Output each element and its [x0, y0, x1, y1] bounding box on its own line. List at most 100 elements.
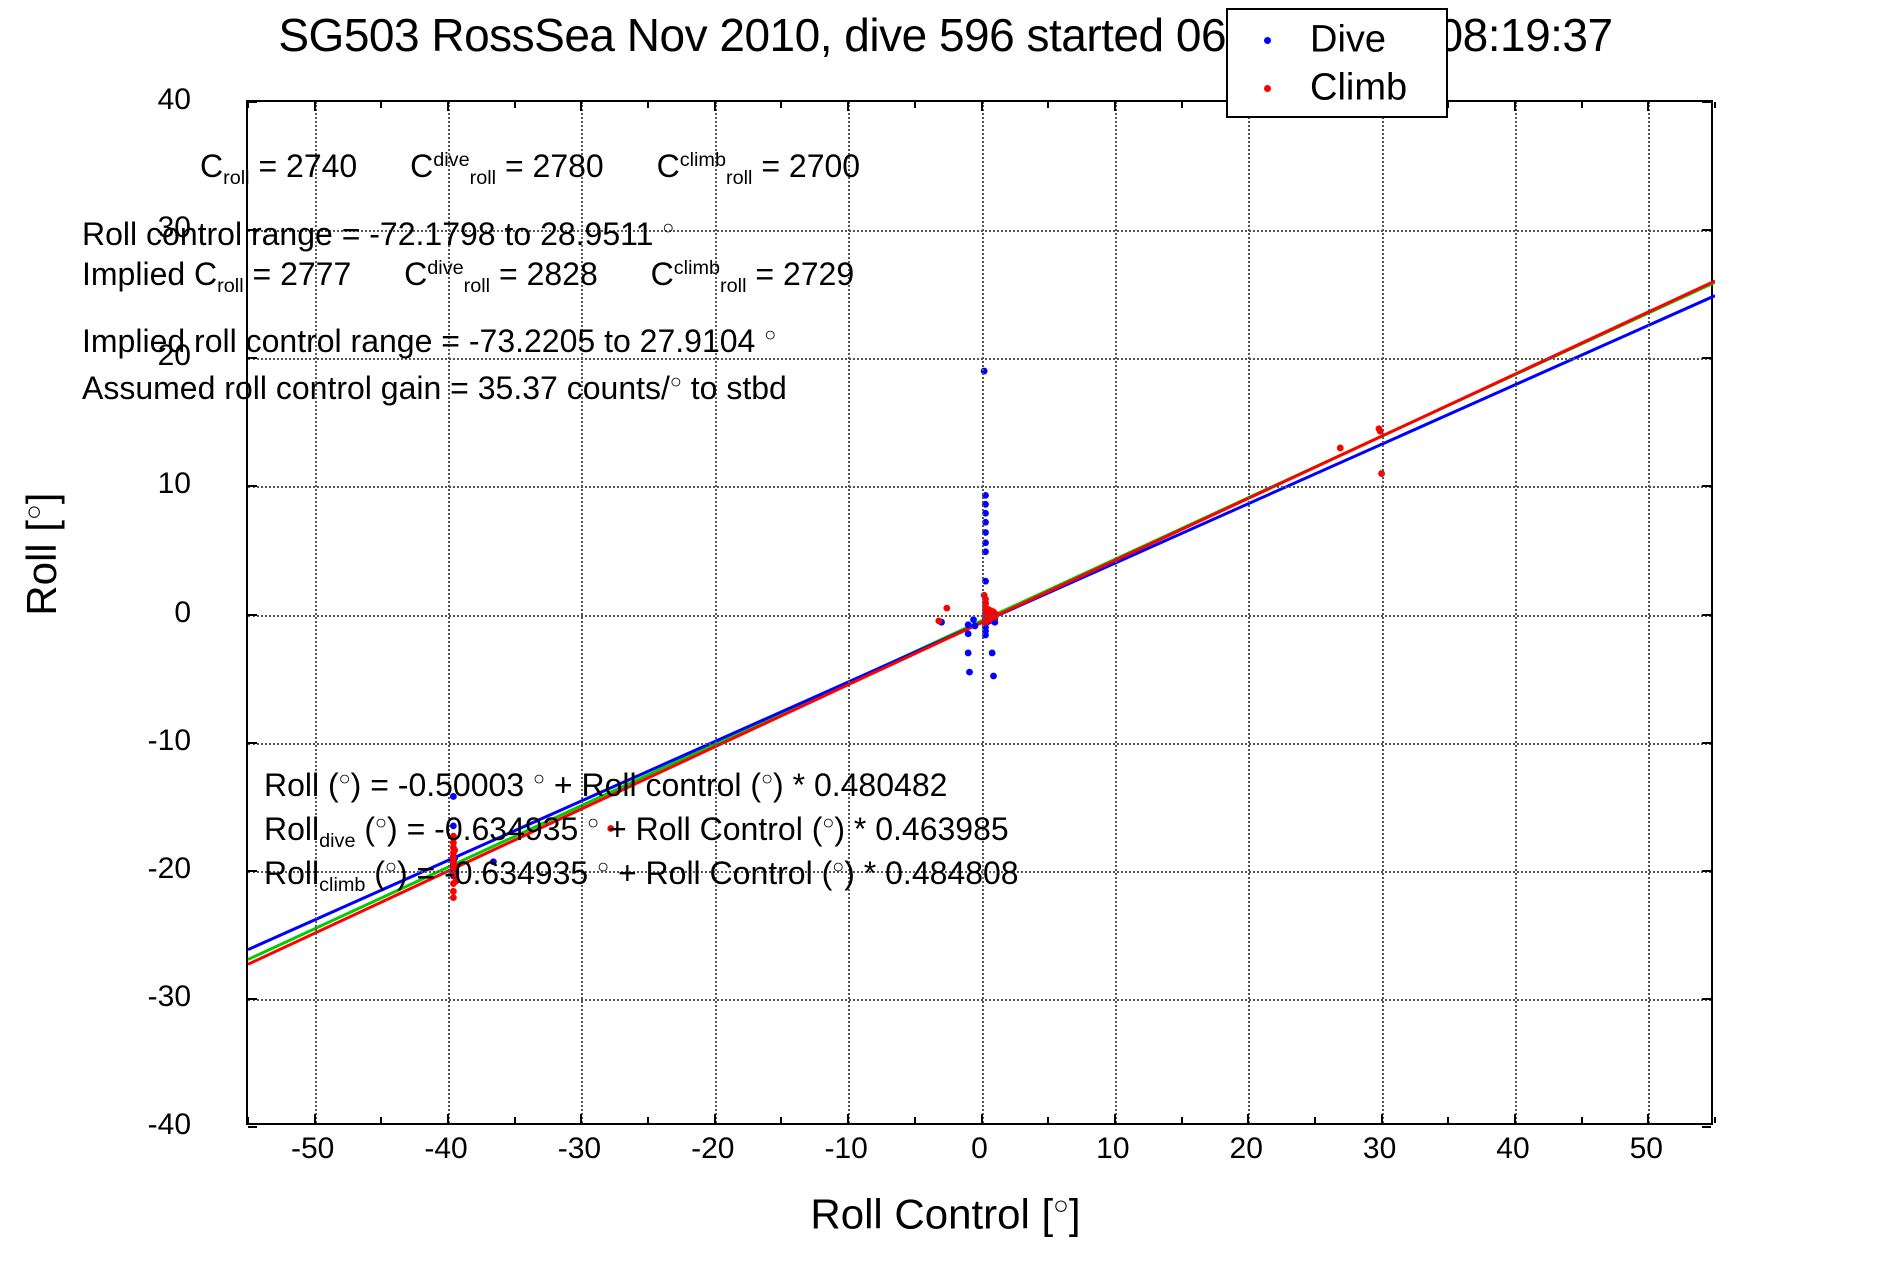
x-axis-tick [580, 102, 583, 111]
x-axis-tick [447, 1114, 450, 1123]
data-point [451, 846, 459, 854]
y-axis-tick [248, 1126, 257, 1128]
equation-climb-suffix: ) * 0.484808 [844, 855, 1019, 892]
x-axis-minor-tick [780, 102, 783, 108]
equation-climb-name: Roll [264, 855, 320, 892]
x-axis-minor-tick [1313, 1117, 1316, 1123]
data-point [943, 604, 951, 612]
y-axis-tick [1702, 869, 1711, 872]
data-point [982, 500, 989, 508]
x-axis-tick-label: -30 [557, 1132, 602, 1165]
x-axis-minor-tick [647, 102, 650, 108]
data-point [982, 548, 989, 556]
degree-symbol: ○ [662, 217, 675, 240]
equation-overall-mid: ) = -0.50003 [350, 767, 533, 803]
data-point [449, 894, 457, 902]
c-roll-dive-subscript: roll [469, 166, 497, 189]
x-axis-tick-label: 50 [1629, 1132, 1663, 1165]
y-axis-tick [248, 997, 257, 1000]
data-point [982, 491, 989, 499]
y-axis-tick [1702, 997, 1711, 1000]
data-point [982, 577, 989, 585]
data-point [449, 871, 457, 878]
gridline-vertical [581, 102, 584, 1123]
data-point [489, 858, 497, 866]
gridline-vertical [848, 102, 851, 1123]
data-point [607, 825, 615, 832]
data-point [970, 616, 977, 624]
x-axis-tick [447, 102, 450, 111]
x-axis-tick [1380, 1114, 1383, 1123]
degree-symbol: ○ [822, 812, 835, 835]
x-axis-tick [713, 102, 716, 111]
data-point [935, 617, 943, 625]
x-axis-minor-tick [1047, 102, 1050, 108]
x-axis-minor-tick [1714, 102, 1716, 108]
c-roll-climb-subscript: roll [725, 166, 753, 189]
degree-symbol: ○ [764, 324, 777, 347]
gridline-horizontal [248, 230, 1711, 233]
degree-symbol: ○ [587, 812, 600, 835]
y-axis-tick-label: 20 [157, 339, 191, 373]
y-axis-tick [1702, 229, 1711, 232]
equation-overall: Roll (○) = -0.50003 ○ + Roll control (○)… [264, 763, 1019, 807]
data-point [964, 630, 972, 638]
x-axis-tick [1513, 1114, 1516, 1123]
x-axis-minor-tick [913, 102, 916, 108]
x-axis-tick [1113, 102, 1116, 111]
x-axis-minor-tick [380, 102, 383, 108]
data-point [449, 793, 457, 800]
x-axis-minor-tick [913, 1117, 916, 1123]
x-axis-minor-tick [1580, 102, 1583, 108]
x-axis-tick [1513, 102, 1516, 111]
x-axis-minor-tick [1180, 1117, 1183, 1123]
x-axis-tick [847, 102, 850, 111]
legend-marker-icon [1264, 37, 1271, 44]
gridline-horizontal [248, 870, 1711, 873]
gridline-vertical [1248, 102, 1251, 1123]
x-axis-tick-label: 40 [1496, 1132, 1530, 1165]
equation-overall-prefix: Roll ( [264, 767, 339, 803]
legend: Dive Climb [1226, 8, 1448, 118]
data-point [988, 649, 996, 657]
x-axis-tick [980, 102, 983, 111]
data-point [449, 854, 457, 862]
equation-dive-name: Roll [264, 811, 320, 848]
degree-symbol: ○ [533, 768, 545, 791]
equation-climb-mid2: + Roll Control ( [609, 855, 833, 892]
gridline-horizontal [248, 998, 1711, 1001]
equation-dive-mid2: + Roll Control ( [599, 811, 823, 848]
x-axis-tick-label: 20 [1229, 1132, 1263, 1165]
c-roll-subscript: roll [223, 166, 250, 189]
implied-c-roll-subscript: roll [217, 274, 244, 297]
x-axis-title: Roll Control [○] [810, 1190, 1081, 1238]
equation-climb: Rollclimb (○) = -0.634935 ○ + Roll Contr… [264, 855, 1019, 897]
x-axis-tick [1247, 1114, 1250, 1123]
x-axis-minor-tick [1580, 1117, 1583, 1123]
equation-climb-subscript: climb [319, 874, 366, 897]
implied-c-roll-dive-subscript: roll [463, 274, 491, 297]
legend-item-dive[interactable]: Dive [1228, 18, 1450, 62]
equation-dive-subscript: dive [319, 830, 356, 853]
x-axis-tick-label: -10 [824, 1132, 868, 1165]
y-axis-tick [248, 741, 257, 744]
c-roll-climb-value: = 2700 [761, 148, 861, 184]
x-axis-tick [980, 1114, 983, 1123]
degree-symbol: ○ [597, 856, 610, 879]
legend-label: Climb [1310, 66, 1408, 109]
x-axis-minor-tick [513, 1117, 516, 1123]
implied-roll-control-range-text: Implied roll control range = -73.2205 to… [82, 323, 756, 359]
x-axis-minor-tick [780, 1117, 783, 1123]
data-point [964, 649, 972, 657]
y-axis-tick [1702, 101, 1711, 103]
assumed-gain-suffix: to stbd [681, 370, 787, 406]
degree-symbol: ○ [669, 371, 682, 394]
legend-item-climb[interactable]: Climb [1228, 66, 1450, 110]
data-point [971, 622, 979, 630]
annotation-assumed-gain: Assumed roll control gain = 35.37 counts… [82, 370, 787, 406]
c-roll-dive-symbol: C [410, 148, 434, 184]
plot-area [246, 100, 1716, 1128]
implied-c-roll-dive-symbol: C [404, 256, 428, 292]
c-roll-dive-superscript: dive [433, 149, 470, 172]
